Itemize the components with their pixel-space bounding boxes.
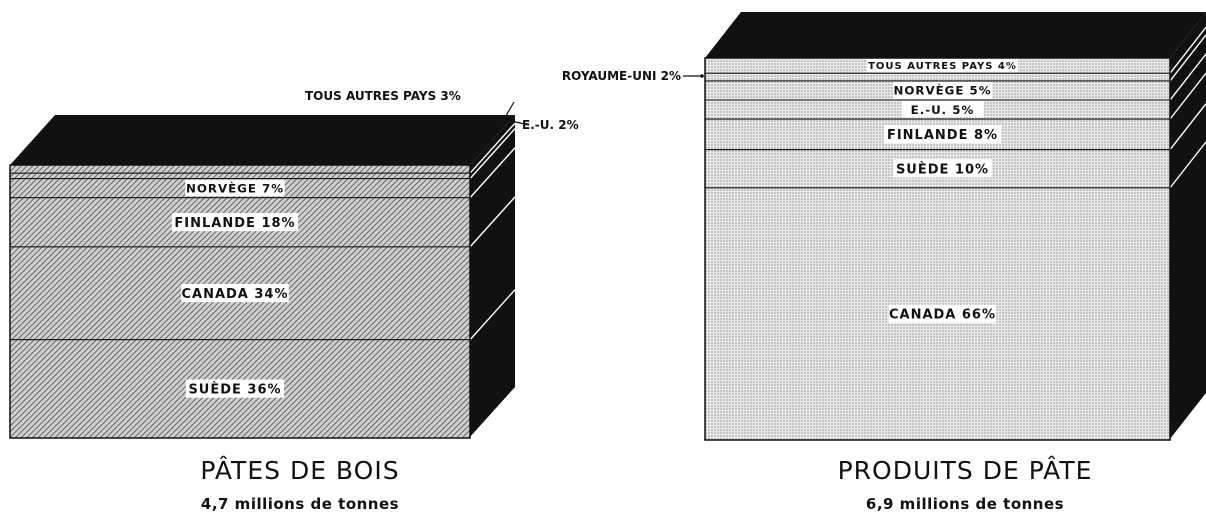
- segment-finlande-8: FINLANDE 8%: [704, 103, 1206, 151]
- label-right-norvege-5: NORVÈGE 5%: [893, 83, 991, 98]
- label-bg-right-canada-66: [888, 304, 997, 323]
- block-side-face: [1170, 12, 1206, 440]
- label-bg-left-finlande-18: [171, 212, 299, 232]
- block-front-outline: [704, 57, 1171, 441]
- chart-title-left: PÂTES DE BOIS: [200, 456, 400, 485]
- side-divider-e-u-2: [469, 128, 516, 180]
- block-top-face: [705, 12, 1206, 58]
- side-divider-finlande-8: [1169, 103, 1206, 151]
- side-divider-canada-66: [1169, 393, 1206, 441]
- label-left-canada-34: CANADA 34%: [181, 287, 288, 302]
- bar-left-e-u-2: [9, 172, 471, 180]
- label-bg-right-finlande-8: [884, 125, 1001, 144]
- label-right-tous-autres-pays-4: TOUS AUTRES PAYS 4%: [868, 61, 1017, 72]
- side-divider-norvege-7: [469, 147, 516, 199]
- side-divider-royaume-uni-2: [1169, 34, 1206, 82]
- segment-suede-10: SUÈDE 10%: [704, 141, 1206, 189]
- side-divider-canada-34: [469, 289, 516, 341]
- label-right-finlande-8: FINLANDE 8%: [887, 128, 998, 143]
- label-left-finlande-18: FINLANDE 18%: [174, 216, 295, 231]
- label-right-royaume-uni-2: ROYAUME-UNI 2%: [562, 69, 681, 83]
- segment-suede-36: SUÈDE 36%: [9, 339, 516, 439]
- leader-tip-right-royaume-uni-2: [700, 74, 704, 78]
- block-top-face: [10, 115, 515, 165]
- side-divider-suede-36: [469, 387, 516, 439]
- label-bg-right-tous-autres-pays-4: [867, 58, 1018, 73]
- side-divider-norvege-5: [1169, 53, 1206, 101]
- label-left-e-u-2: E.-U. 2%: [522, 118, 579, 132]
- bar-left-tous-autres-pays-3: [9, 164, 471, 174]
- label-right-suede-10: SUÈDE 10%: [896, 161, 989, 177]
- label-left-suede-36: SUÈDE 36%: [188, 382, 281, 398]
- chart-subtitle-left: 4,7 millions de tonnes: [200, 495, 400, 513]
- label-right-e-u-5: E.-U. 5%: [911, 103, 975, 117]
- side-divider-e-u-5: [1169, 72, 1206, 120]
- segment-canada-66: CANADA 66%: [704, 187, 1206, 441]
- block-pates-de-bois: TOUS AUTRES PAYS 3% E.-U. 2% NORVÈGE 7% FIN…: [9, 89, 579, 439]
- leader-tip-left-tous-autres-pays-3: [484, 148, 488, 152]
- block-front-outline: [9, 164, 471, 439]
- segment-norvege-7: NORVÈGE 7%: [9, 147, 516, 199]
- leader-left-tous-autres-pays-3: [485, 101, 515, 151]
- bar-right-royaume-uni-2: [704, 72, 1171, 82]
- side-divider-tous-autres-pays-3: [469, 122, 516, 174]
- caption-left: PÂTES DE BOIS 4,7 millions de tonnes: [150, 456, 450, 513]
- label-bg-right-suede-10: [893, 159, 992, 178]
- side-divider-finlande-18: [469, 196, 516, 248]
- side-divider-suede-10: [1169, 141, 1206, 189]
- side-divider-tous-autres-pays-4: [1169, 26, 1206, 74]
- label-bg-right-norvege-5: [892, 81, 993, 99]
- leader-tip-left-e-u-2: [509, 119, 513, 123]
- label-bg-left-norvege-7: [185, 179, 285, 197]
- chart-subtitle-right: 6,9 millions de tonnes: [865, 495, 1065, 513]
- leader-left-e-u-2: [510, 120, 530, 126]
- segment-e-u-5: E.-U. 5%: [704, 72, 1206, 120]
- label-bg-right-e-u-5: [901, 101, 984, 118]
- segment-canada-34: CANADA 34%: [9, 246, 516, 341]
- label-bg-left-canada-34: [181, 283, 289, 303]
- segment-finlande-18: FINLANDE 18%: [9, 196, 516, 248]
- block-produits-de-pate: TOUS AUTRES PAYS 4% ROYAUME-UNI 2% NORVÈGE…: [562, 12, 1206, 441]
- label-left-norvege-7: NORVÈGE 7%: [186, 180, 284, 195]
- caption-right: PRODUITS DE PÂTE 6,9 millions de tonnes: [800, 456, 1130, 513]
- label-bg-left-suede-36: [185, 379, 285, 398]
- block-side-face: [470, 115, 515, 438]
- label-right-canada-66: CANADA 66%: [889, 308, 996, 323]
- chart-title-right: PRODUITS DE PÂTE: [837, 456, 1093, 485]
- label-left-tous-autres-pays-3: TOUS AUTRES PAYS 3%: [305, 89, 461, 103]
